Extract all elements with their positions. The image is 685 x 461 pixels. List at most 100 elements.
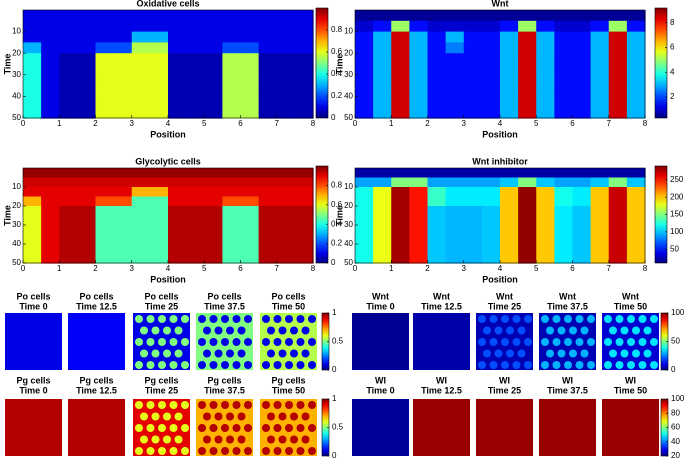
tile-spot [209,338,218,346]
tile-spot [494,326,503,335]
heat-cell [204,253,223,264]
heat-cell [204,206,223,217]
tile-title: Wnt [433,291,450,301]
heat-cell [294,85,314,97]
heat-cell [113,10,133,22]
tile-title: Po cells [16,291,50,301]
heat-cell [41,206,60,217]
x-tick-label: 5 [202,119,207,128]
heat-cell [240,64,260,76]
heat-cell [590,215,610,226]
heat-cell [149,10,169,22]
heat-cell [294,215,314,226]
heat-cell [168,244,187,255]
tile-spot [174,435,183,444]
heat-cell [168,215,187,226]
heat-cell [391,215,410,226]
tile-spot [301,349,310,358]
tile-spot [494,349,503,358]
heat-cell [113,53,133,65]
heat-cell [554,74,574,87]
heat-cell [77,20,97,33]
heat-cell [572,177,592,188]
tile-spot [267,435,275,444]
heat-cell [168,206,187,217]
heat-cell [590,31,610,43]
heat-cell [608,20,628,33]
heat-cell [131,96,151,108]
heat-cell [113,234,133,245]
heat-cell [276,20,296,33]
heat-cell [608,244,628,255]
heat-cell [572,225,592,236]
tile-title: Pg cells [79,375,113,385]
heat-cell [276,234,296,245]
tile-spot [290,349,298,358]
tile-spot [163,435,171,444]
heat-cell [258,253,278,264]
tile-spot [232,401,241,409]
heat-cell [518,244,537,255]
colorbar-tick-label: 200 [670,192,684,201]
heat-cell [276,215,296,226]
tile-spot [506,326,514,335]
heat-cell [481,225,501,236]
heat-cell [355,31,374,43]
heat-cell [186,31,205,43]
tile-spot [135,361,143,369]
heat-cell [355,225,374,236]
tile-spot [296,338,305,346]
heat-cell [23,225,42,236]
heat-cell [427,177,447,188]
heat-cell [355,234,374,245]
heat-cell [276,85,296,97]
heat-cell [95,31,115,43]
heat-cell [77,234,97,245]
tile-spot [209,401,218,409]
tile-title: Wnt [622,291,639,301]
x-tick-label: 6 [570,264,575,273]
heat-cell [391,177,410,188]
heat-cell [608,85,628,97]
heat-cell [590,187,610,198]
heat-cell [481,107,501,119]
colorbar-tick-label: 0.4 [331,219,343,228]
y-tick-label: 20 [12,201,21,210]
heat-cell [518,96,537,108]
heat-cell [131,20,151,33]
heat-cell [258,96,278,108]
tile-spot [273,361,282,369]
tile-spot [632,349,640,358]
tile-spot [501,315,509,323]
heat-cell [445,206,465,217]
heat-cell [186,20,205,33]
heat-cell [373,31,392,43]
tile-title: Po cells [271,291,305,301]
heat-cell [409,168,429,179]
tile-title: Time 12.5 [421,301,462,311]
heat-cell [204,20,223,33]
x-tick-label: 5 [202,264,207,273]
heat-cell [518,206,537,217]
x-tick-label: 4 [498,119,503,128]
heat-cell [427,31,447,43]
colorbar-tick-label: 250 [670,175,684,184]
heat-cell [572,107,592,119]
tile-title: Time 37.5 [204,385,245,395]
tile-spot [146,424,155,432]
chart-title: Wnt [492,0,509,8]
tile-spot [267,349,275,358]
heat-cell [23,234,42,245]
colorbar-tick-label: 100 [670,227,684,236]
tile-title: WI [436,375,447,385]
heat-cell [59,225,78,236]
tile-spot [650,361,658,369]
heat-cell [463,234,483,245]
heat-cell [427,206,447,217]
heat-cell [258,234,278,245]
heat-cell [590,206,610,217]
heat-cell [536,107,555,119]
heat-cell [240,234,260,245]
heat-cell [463,96,483,108]
heat-cell [355,215,374,226]
